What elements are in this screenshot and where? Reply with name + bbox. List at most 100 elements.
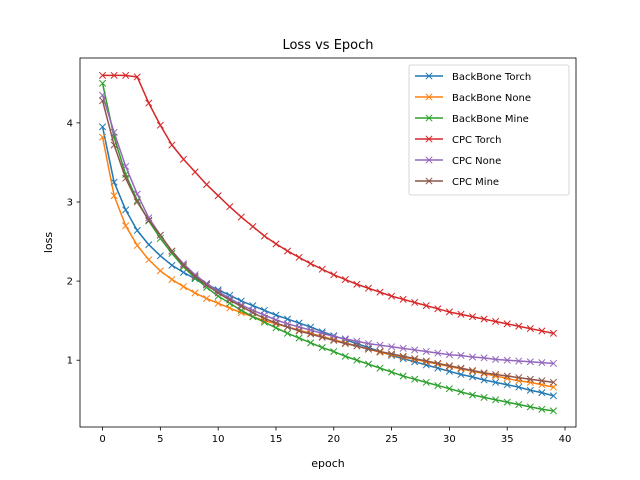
data-point xyxy=(492,317,500,326)
data-point xyxy=(145,241,153,249)
x-axis: 0 5 10 15 20 25 30 35 40 xyxy=(99,427,571,445)
y-tick-label: 4 xyxy=(67,118,73,129)
data-point xyxy=(364,345,373,353)
data-point xyxy=(341,352,349,360)
legend-item: BackBone Torch xyxy=(415,72,531,83)
data-point xyxy=(468,366,477,375)
y-axis-label: loss xyxy=(42,232,55,254)
data-point xyxy=(538,405,546,413)
data-point xyxy=(376,341,384,349)
data-point xyxy=(364,284,373,292)
series-cpc-torch xyxy=(98,71,558,337)
y-axis: 1 2 3 4 xyxy=(67,118,80,367)
data-point xyxy=(122,71,130,79)
data-point xyxy=(191,289,199,297)
data-point xyxy=(353,356,361,364)
data-point xyxy=(341,275,349,284)
series-line-cpc-mine xyxy=(101,100,554,384)
data-point xyxy=(98,123,107,131)
data-point xyxy=(422,347,430,356)
data-point xyxy=(318,265,326,273)
legend-label: CPC None xyxy=(452,156,501,167)
data-point xyxy=(538,327,546,335)
data-point xyxy=(203,281,211,289)
data-point xyxy=(468,373,477,381)
data-point xyxy=(468,391,477,399)
data-point xyxy=(110,71,118,79)
data-point xyxy=(515,383,523,391)
chart-title: Loss vs Epoch xyxy=(282,38,373,53)
data-point xyxy=(549,359,558,367)
plot-area xyxy=(98,71,558,415)
data-point xyxy=(434,305,442,313)
data-point xyxy=(422,357,430,365)
data-point xyxy=(214,289,222,297)
x-tick-label: 15 xyxy=(270,434,283,445)
data-point xyxy=(237,309,245,317)
legend-item: CPC None xyxy=(415,156,501,167)
data-point xyxy=(260,314,268,322)
data-point xyxy=(237,302,245,310)
data-point xyxy=(538,359,546,367)
data-point xyxy=(411,298,419,307)
data-point xyxy=(307,330,315,338)
data-point xyxy=(353,342,361,350)
data-point xyxy=(549,329,558,337)
data-point xyxy=(295,253,303,261)
data-point xyxy=(549,407,558,415)
legend-label: BackBone Torch xyxy=(452,72,531,83)
data-point xyxy=(549,392,558,400)
data-point xyxy=(480,376,488,384)
data-point xyxy=(515,374,523,382)
legend-marker xyxy=(425,114,433,122)
data-point xyxy=(399,353,407,361)
data-point xyxy=(492,378,500,386)
series-backbone-none xyxy=(98,133,558,391)
plot-frame xyxy=(79,57,577,428)
data-point xyxy=(503,381,511,389)
legend-label: CPC Mine xyxy=(452,177,499,188)
series-line-cpc-torch xyxy=(102,74,554,335)
data-point xyxy=(133,198,141,206)
x-tick-label: 20 xyxy=(327,434,340,445)
legend-item: BackBone Mine xyxy=(415,114,529,125)
data-point xyxy=(515,357,523,365)
data-point xyxy=(434,381,442,390)
series-backbone-mine xyxy=(98,79,558,415)
data-point xyxy=(503,320,511,328)
data-point xyxy=(133,73,141,81)
data-point xyxy=(434,349,442,357)
data-point xyxy=(249,309,257,317)
data-point xyxy=(515,400,523,409)
data-point xyxy=(307,260,315,268)
data-point xyxy=(179,268,188,276)
data-point xyxy=(98,91,107,99)
data-point xyxy=(318,333,326,341)
data-point xyxy=(457,388,465,396)
data-point xyxy=(110,192,118,200)
data-point xyxy=(156,252,164,260)
data-point xyxy=(214,299,222,307)
data-point xyxy=(353,280,361,288)
data-point xyxy=(480,393,488,401)
y-tick-label: 1 xyxy=(67,356,73,367)
data-point xyxy=(468,353,477,361)
data-point xyxy=(214,192,222,200)
data-point xyxy=(156,121,164,129)
data-point xyxy=(237,213,245,221)
legend-marker xyxy=(425,177,433,185)
data-point xyxy=(341,340,349,348)
data-point xyxy=(307,339,315,347)
legend-marker xyxy=(425,93,433,101)
x-tick-label: 5 xyxy=(157,434,163,445)
legend-box xyxy=(408,64,570,196)
data-point xyxy=(156,234,164,242)
data-point xyxy=(145,99,153,107)
legend: BackBone Torch BackBone None BackBone Mine… xyxy=(408,64,570,196)
data-point xyxy=(168,247,176,255)
data-point xyxy=(422,358,430,366)
y-tick-label: 2 xyxy=(67,277,73,288)
y-tick-label: 3 xyxy=(67,197,73,208)
data-point xyxy=(283,247,292,255)
data-point xyxy=(168,261,176,269)
